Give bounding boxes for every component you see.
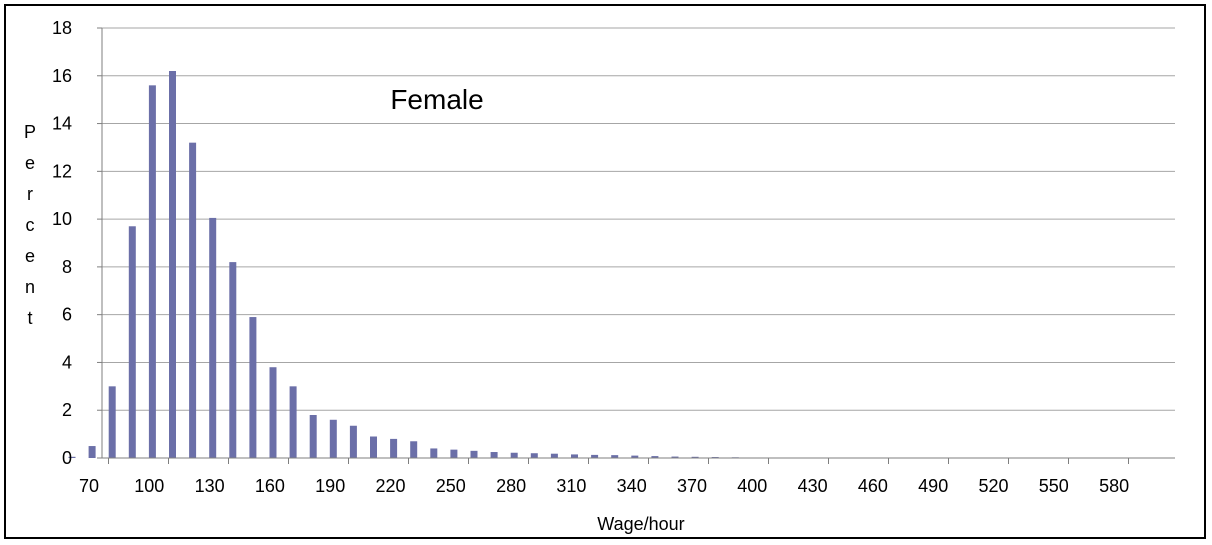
y-axis-title-letter: t [27,308,32,328]
y-tick-label: 10 [52,209,72,229]
bar-130 [189,142,197,458]
x-tick-label: 370 [677,476,707,496]
x-tick-label: 520 [978,476,1008,496]
y-tick-label: 2 [62,400,72,420]
x-tick-label: 220 [375,476,405,496]
x-tick-label: 190 [315,476,345,496]
bar-120 [169,71,176,458]
y-axis-title-letter: c [26,215,35,235]
bar-370 [671,456,679,458]
bar-200 [329,419,337,458]
x-tick-label: 460 [858,476,888,496]
y-tick-label: 12 [52,161,72,181]
bar-280 [490,452,498,458]
x-tick-label: 250 [436,476,466,496]
bar-250 [430,448,438,458]
chart-frame [4,4,1206,539]
bar-360 [651,456,659,458]
bar-110 [148,85,156,458]
bar-330 [591,454,599,458]
bar-290 [510,452,518,458]
x-tick-label: 580 [1099,476,1129,496]
y-tick-label: 14 [52,114,72,134]
bar-220 [370,436,377,458]
y-axis-title-letter: n [25,277,35,297]
bar-210 [349,425,357,458]
bar-300 [530,453,538,458]
bar-180 [289,386,297,458]
series-annotation: Female [390,84,483,115]
y-tick-label: 4 [62,352,72,372]
bar-170 [269,367,277,458]
y-axis-title-letter: e [25,246,35,266]
y-axis-title-letter: P [24,122,36,142]
bar-140 [209,217,217,458]
bars [68,71,779,458]
bar-380 [691,456,699,458]
x-tick-labels: 70 100 130 160 190 220 250 280 310 340 370 400 430 46… [79,476,1129,496]
x-tick-label: 70 [79,476,99,496]
axes [97,27,1175,464]
bar-70 [68,456,76,458]
x-axis-title: Wage/hour [597,514,684,534]
y-axis-title-letter: e [25,153,35,173]
x-tick-label: 130 [195,476,225,496]
bar-100 [128,226,136,458]
bar-320 [571,454,578,458]
y-tick-label: 6 [62,305,72,325]
bar-310 [550,453,558,458]
bar-240 [410,441,418,458]
y-axis-title-letter: r [27,184,33,204]
y-tick-labels: 0 2 4 6 8 10 12 14 16 18 [52,18,72,468]
x-tick-label: 400 [737,476,767,496]
bar-230 [390,438,398,458]
bar-150 [229,262,237,458]
x-tick-label: 550 [1039,476,1069,496]
y-tick-label: 18 [52,18,72,38]
bar-90 [108,386,116,458]
x-tick-label: 490 [918,476,948,496]
y-tick-label: 16 [52,66,72,86]
bar-80 [88,446,96,458]
x-tick-label: 340 [617,476,647,496]
x-tick-label: 310 [556,476,586,496]
x-tick-label: 160 [255,476,285,496]
x-tick-label: 100 [134,476,164,496]
y-tick-label: 8 [62,257,72,277]
x-tick-label: 430 [798,476,828,496]
bar-190 [309,415,317,458]
gridlines [102,27,1175,411]
bar-340 [611,455,619,458]
bar-160 [249,317,257,458]
y-tick-label: 0 [62,448,72,468]
x-tick-label: 280 [496,476,526,496]
bar-350 [631,455,639,458]
bar-260 [450,449,458,458]
bar-270 [470,450,478,458]
